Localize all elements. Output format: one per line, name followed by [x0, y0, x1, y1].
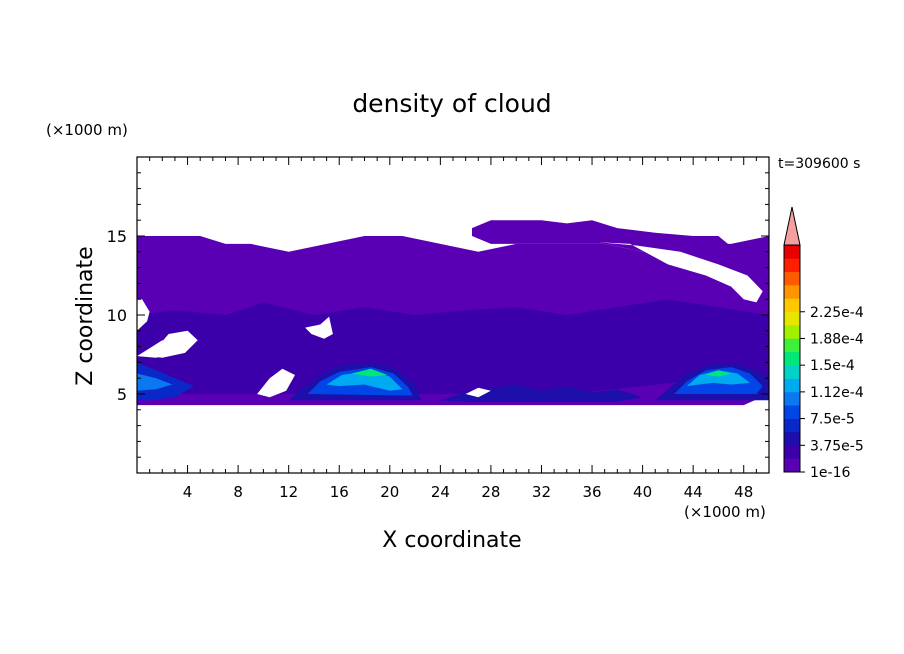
colorbar-level: [784, 311, 800, 326]
contour-region-middle-patch: [440, 384, 643, 402]
colorbar-tick-label: 1.5e-4: [810, 358, 855, 374]
colorbar-level: [784, 378, 800, 393]
colorbar-tick-label: 7.5e-5: [810, 412, 855, 428]
x-tick-label: 36: [582, 483, 601, 501]
contour-gap-gap-mid: [465, 387, 491, 398]
x-tick-label: 28: [481, 483, 500, 501]
contour-region-cell-16-20-inner: [326, 370, 403, 391]
x-tick-label: 12: [279, 483, 298, 501]
colorbar-level: [784, 445, 800, 459]
chart-title: density of cloud: [352, 89, 551, 118]
contour-region-cell-16-20-core: [351, 368, 388, 377]
colorbar-level: [784, 351, 800, 366]
y-tick-label: 10: [107, 306, 127, 325]
colorbar-level: [784, 298, 800, 313]
contour-region-cell-44-inner: [686, 370, 750, 387]
y-tick-label: 5: [117, 385, 127, 404]
y-axis-ticks: 5 10 15: [107, 172, 769, 458]
colorbar-level: [784, 458, 800, 473]
colorbar-level: [784, 405, 800, 419]
x-axis-label: X coordinate: [382, 528, 521, 553]
x-tick-label: 20: [380, 483, 399, 501]
colorbar-level: [784, 271, 800, 286]
x-tick-label: 32: [532, 483, 551, 501]
x-axis-ticks: 4 8 12 16 20 24 28 32 36 40 44 48: [149, 157, 757, 501]
colorbar-tick-label: 1e-16: [810, 465, 850, 481]
contour-gap-gap-5: [149, 330, 198, 358]
x-tick-label: 48: [734, 483, 753, 501]
colorbar-level: [784, 418, 800, 433]
contour-region-left-cell: [137, 362, 194, 401]
contour-region-cell-44-core: [705, 370, 732, 377]
contour-region-mid-layer: [137, 299, 769, 394]
colorbar-level: [784, 338, 800, 353]
x-tick-label: 8: [233, 483, 243, 501]
colorbar-tick-label: 1.88e-4: [810, 331, 864, 347]
contour-region-left-cell-core: [137, 373, 173, 391]
y-axis-label: Z coordinate: [73, 246, 98, 385]
colorbar-level: [784, 245, 800, 259]
y-axis-unit-label: (×1000 m): [46, 121, 128, 139]
colorbar-frame: [783, 244, 801, 473]
colorbar-level: [784, 431, 800, 446]
contour-fills: [137, 220, 769, 406]
x-tick-label: 24: [431, 483, 450, 501]
colorbar-over-arrow: [783, 206, 801, 246]
colorbar-level: [784, 325, 800, 339]
x-axis-unit-label: (×1000 m): [684, 503, 766, 521]
colorbar: 1e-16 3.75e-5 7.5e-5 1.12e-4 1.5e-4 1.88e-4 2.…: [783, 206, 864, 481]
colorbar-tick-label: 1.12e-4: [810, 385, 864, 401]
colorbar-level: [784, 258, 800, 273]
contour-gap-gap-12: [257, 368, 295, 398]
x-tick-label: 4: [183, 483, 193, 501]
contour-gap-gap-top-right: [598, 242, 763, 303]
time-label: t=309600 s: [778, 156, 860, 172]
x-tick-label: 16: [330, 483, 349, 501]
y-tick-label: 15: [107, 227, 127, 246]
colorbar-level: [784, 285, 800, 299]
x-tick-label: 44: [684, 483, 703, 501]
contour-gap-gap-14: [305, 316, 333, 339]
colorbar-level: [784, 365, 800, 379]
colorbar-tick-label: 3.75e-5: [810, 438, 864, 454]
colorbar-level: [784, 391, 800, 406]
x-tick-label: 40: [633, 483, 652, 501]
colorbar-tick-label: 2.25e-4: [810, 305, 864, 321]
